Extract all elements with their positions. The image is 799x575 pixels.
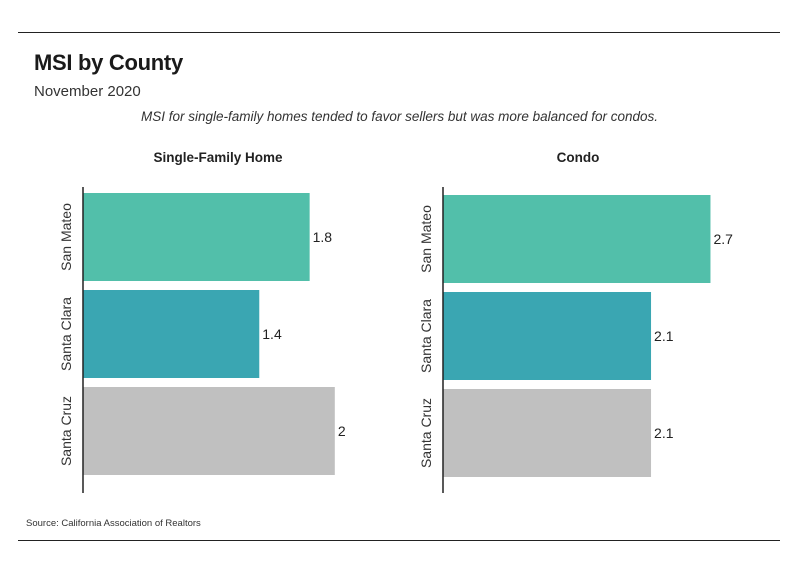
panel-title: Condo	[557, 150, 600, 165]
category-label: Santa Cruz	[58, 396, 74, 466]
category-label: Santa Clara	[418, 299, 434, 373]
chart-title: MSI by County	[34, 50, 183, 75]
chart-note: MSI for single-family homes tended to fa…	[141, 109, 658, 124]
bar-santa-clara	[83, 290, 260, 378]
bar-san-mateo	[83, 193, 310, 281]
category-label: San Mateo	[418, 205, 434, 273]
top-rule	[18, 32, 780, 33]
data-label: 1.4	[262, 326, 282, 342]
chart-subtitle: November 2020	[34, 83, 141, 100]
bottom-rule	[18, 540, 780, 541]
category-label: Santa Clara	[58, 297, 74, 371]
bar-san-mateo	[443, 195, 711, 283]
data-label: 2.1	[654, 425, 674, 441]
bar-santa-cruz	[83, 387, 335, 475]
category-label: San Mateo	[58, 203, 74, 271]
panel-title: Single-Family Home	[153, 150, 283, 165]
bar-santa-clara	[443, 292, 652, 380]
data-label: 2	[338, 423, 346, 439]
source-note: Source: California Association of Realto…	[26, 518, 201, 529]
data-label: 2.7	[713, 231, 733, 247]
category-label: Santa Cruz	[418, 398, 434, 468]
bar-santa-cruz	[443, 389, 652, 477]
data-label: 1.8	[313, 229, 333, 245]
data-label: 2.1	[654, 328, 674, 344]
